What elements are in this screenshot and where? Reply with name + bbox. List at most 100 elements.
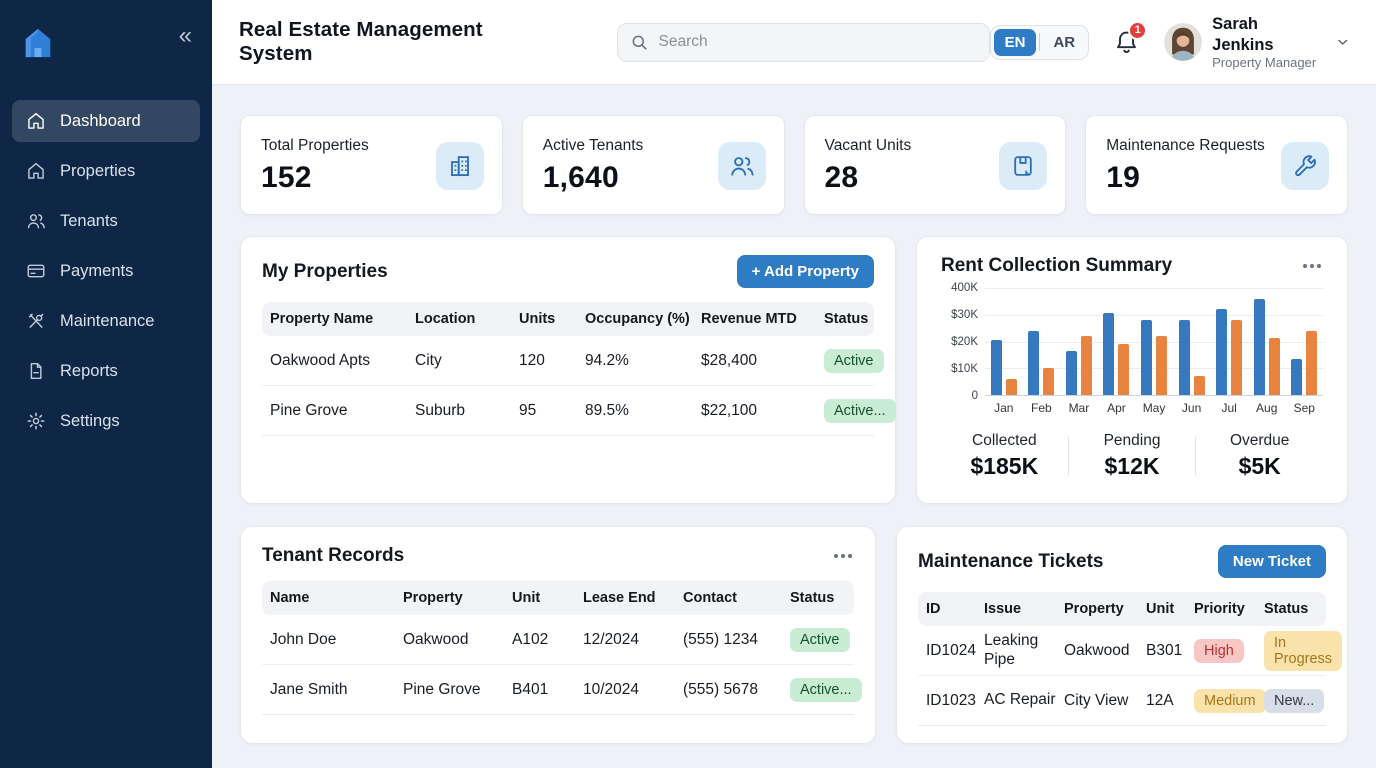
cell-contact: (555) 5678 bbox=[683, 680, 758, 698]
lang-en-button[interactable]: EN bbox=[993, 28, 1037, 56]
gridline bbox=[985, 314, 1323, 316]
top-header: Real Estate Management System EN AR 1 bbox=[212, 0, 1376, 85]
bar-group bbox=[1023, 288, 1061, 395]
user-menu[interactable]: Sarah Jenkins Property Manager bbox=[1164, 14, 1350, 70]
cell-location: City bbox=[415, 351, 442, 369]
bar-group bbox=[1173, 288, 1211, 395]
column-header: Status bbox=[790, 590, 835, 606]
sidebar-item-tenants[interactable]: Tenants bbox=[12, 200, 200, 242]
bar-group bbox=[1210, 288, 1248, 395]
sidebar-item-settings[interactable]: Settings bbox=[12, 400, 200, 442]
more-menu-button[interactable] bbox=[832, 548, 854, 564]
bar-blue bbox=[1141, 320, 1153, 395]
x-axis-label: Jan bbox=[994, 401, 1014, 415]
panels-row-1: My Properties + Add Property Property Na… bbox=[240, 236, 1348, 504]
cell-unit: 12A bbox=[1146, 691, 1174, 709]
sidebar-item-label: Reports bbox=[60, 361, 118, 380]
cell-status: Active... bbox=[790, 677, 862, 702]
cell-lease-end: 12/2024 bbox=[583, 630, 640, 648]
column-header: Location bbox=[415, 311, 476, 327]
x-axis-label: Apr bbox=[1107, 401, 1126, 415]
cell-ticket-id: ID1024 bbox=[926, 641, 976, 659]
home-icon bbox=[28, 112, 44, 129]
add-property-button[interactable]: + Add Property bbox=[736, 255, 874, 288]
summary-pending: Pending $12K bbox=[1069, 432, 1196, 480]
bar-group bbox=[1098, 288, 1136, 395]
sidebar-collapse-button[interactable]: « bbox=[178, 22, 192, 49]
lang-divider bbox=[1039, 33, 1041, 51]
rent-summary: Collected $185K Pending $12K Overdue $5K bbox=[941, 432, 1323, 480]
cell-revenue: $28,400 bbox=[701, 351, 758, 369]
summary-divider bbox=[1195, 436, 1197, 476]
summary-label: Pending bbox=[1103, 432, 1161, 449]
table-row[interactable]: ID1023 AC Repair City View 12A Medium Ne… bbox=[918, 676, 1326, 727]
cell-location: Suburb bbox=[415, 401, 465, 419]
column-header: Status bbox=[824, 311, 869, 327]
status-badge: In Progress bbox=[1264, 630, 1343, 671]
panels-row-2: Tenant Records Name Property Unit Lease … bbox=[240, 526, 1348, 744]
cell-property-name: Oakwood Apts bbox=[270, 351, 370, 369]
home-icon bbox=[28, 162, 44, 179]
cell-ticket-id: ID1023 bbox=[926, 691, 976, 709]
status-badge: Active bbox=[790, 627, 850, 652]
x-axis-label: Jun bbox=[1181, 401, 1202, 415]
stat-value: 1,640 bbox=[542, 161, 619, 194]
cell-priority: Medium bbox=[1194, 688, 1266, 713]
table-row[interactable]: Jane Smith Pine Grove B401 10/2024 (555)… bbox=[262, 665, 862, 715]
search-box bbox=[617, 22, 990, 62]
bar-orange bbox=[1306, 330, 1318, 395]
cell-units: 95 bbox=[519, 401, 537, 419]
cell-contact: (555) 1234 bbox=[683, 630, 758, 648]
y-axis-tick: 0 bbox=[971, 390, 978, 402]
sidebar-item-payments[interactable]: Payments bbox=[12, 250, 200, 292]
stat-value: 152 bbox=[261, 161, 312, 194]
users-icon bbox=[27, 214, 45, 229]
stat-label: Total Properties bbox=[261, 137, 369, 154]
summary-label: Collected bbox=[972, 432, 1037, 449]
new-ticket-button[interactable]: New Ticket bbox=[1217, 545, 1326, 578]
column-header: Property bbox=[403, 590, 463, 606]
more-menu-button[interactable] bbox=[1301, 258, 1323, 274]
table-row[interactable]: ID1024 Leaking Pipe Oakwood B301 High In… bbox=[918, 626, 1343, 677]
bar-blue bbox=[1065, 350, 1077, 395]
priority-badge: High bbox=[1194, 638, 1244, 663]
column-header: Property bbox=[1064, 601, 1124, 617]
table-row[interactable]: Oakwood Apts City 120 94.2% $28,400 Acti… bbox=[262, 336, 884, 386]
search-input[interactable] bbox=[658, 33, 977, 51]
rent-collection-panel: Rent Collection Summary 400K $30K $20K $10K… bbox=[916, 236, 1348, 504]
sidebar-item-reports[interactable]: Reports bbox=[12, 350, 200, 392]
status-badge: Active bbox=[824, 348, 884, 373]
bar-orange bbox=[1193, 376, 1205, 395]
sidebar-item-label: Settings bbox=[60, 411, 120, 430]
sidebar-item-dashboard[interactable]: Dashboard bbox=[12, 100, 200, 142]
table-row[interactable]: Pine Grove Suburb 95 89.5% $22,100 Activ… bbox=[262, 386, 896, 436]
panel-title: Maintenance Tickets bbox=[918, 550, 1104, 572]
search-icon bbox=[633, 35, 648, 50]
column-header: Priority bbox=[1194, 601, 1245, 617]
my-properties-panel: My Properties + Add Property Property Na… bbox=[240, 236, 896, 504]
cell-property: City View bbox=[1064, 691, 1129, 709]
page-title: Real Estate Management System bbox=[239, 18, 483, 65]
table-row[interactable]: John Doe Oakwood A102 12/2024 (555) 1234… bbox=[262, 615, 854, 665]
sidebar-item-maintenance[interactable]: Maintenance bbox=[12, 300, 200, 342]
bar-blue bbox=[1178, 320, 1190, 395]
cell-units: 120 bbox=[519, 351, 545, 369]
stat-label: Vacant Units bbox=[824, 137, 912, 154]
bar-group bbox=[1060, 288, 1098, 395]
cell-status: In Progress bbox=[1264, 630, 1343, 671]
sidebar-item-properties[interactable]: Properties bbox=[12, 150, 200, 192]
summary-overdue: Overdue $5K bbox=[1196, 432, 1323, 480]
cell-unit: A102 bbox=[512, 630, 549, 648]
panel-title: Rent Collection Summary bbox=[941, 255, 1173, 276]
chart-plot bbox=[985, 288, 1323, 396]
cell-property-name: Pine Grove bbox=[270, 401, 348, 419]
notifications-button[interactable]: 1 bbox=[1113, 20, 1148, 56]
column-header: Issue bbox=[984, 601, 1022, 617]
cell-lease-end: 10/2024 bbox=[583, 680, 640, 698]
door-icon bbox=[999, 142, 1048, 190]
cell-occupancy: 89.5% bbox=[585, 401, 629, 419]
sidebar: « Dashboard Properties Tenants Payments … bbox=[0, 0, 212, 768]
building-icon bbox=[435, 142, 484, 190]
lang-ar-button[interactable]: AR bbox=[1053, 33, 1076, 51]
status-badge: Active... bbox=[790, 677, 862, 702]
